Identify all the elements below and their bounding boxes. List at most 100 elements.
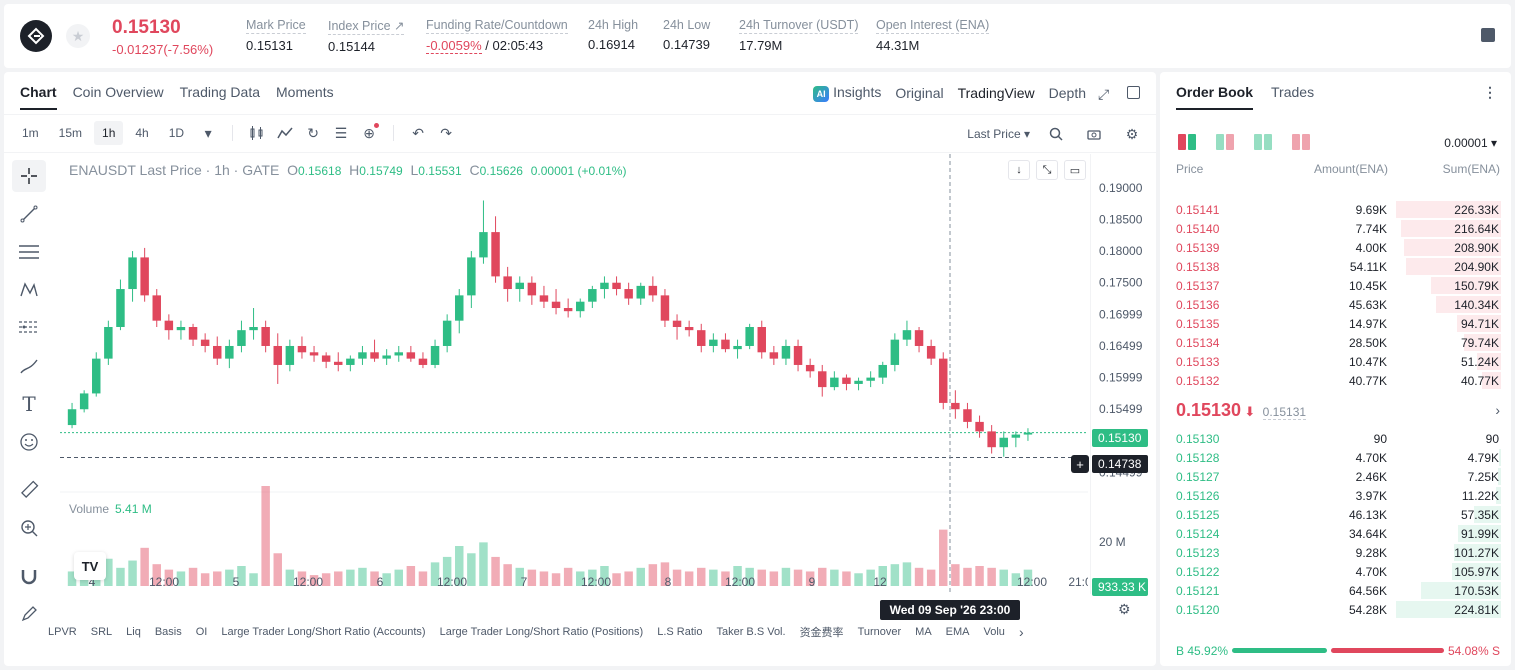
indicator-item[interactable]: Taker B.S Vol. (716, 626, 786, 638)
indicator-item[interactable]: OI (195, 626, 208, 638)
order-book-row[interactable]: 0.15124 34.64K 91.99K (1160, 524, 1511, 543)
indicator-item[interactable]: 资金费率 (799, 627, 844, 639)
order-book-row[interactable]: 0.15120 54.28K 224.81K (1160, 600, 1511, 619)
layout-both-icon[interactable] (1178, 134, 1196, 150)
zoom-tool-icon[interactable] (12, 512, 46, 544)
tab-moments[interactable]: Moments (276, 84, 334, 100)
order-book-row[interactable]: 0.15139 4.00K 208.90K (1160, 238, 1511, 257)
templates-icon[interactable]: ☰ (334, 124, 348, 141)
fib-tool-icon[interactable] (12, 312, 46, 344)
order-book-row[interactable]: 0.15135 14.97K 94.71K (1160, 314, 1511, 333)
timeframe-dropdown-icon[interactable]: ▾ (204, 124, 212, 141)
tab-trades[interactable]: Trades (1271, 84, 1315, 100)
order-book-row[interactable]: 0.15121 64.56K 170.53K (1160, 581, 1511, 600)
timeframe-15m[interactable]: 15m (58, 126, 83, 140)
indicator-item[interactable]: Turnover (857, 626, 902, 638)
indicator-item[interactable]: Basis (154, 626, 182, 638)
mid-price-row[interactable]: 0.15130 ⬇ 0.15131 › (1176, 400, 1500, 422)
order-book-row[interactable]: 0.15133 10.47K 51.24K (1160, 352, 1511, 371)
timeframe-4h[interactable]: 4h (135, 126, 149, 140)
expand-icon[interactable]: ⤢ (1098, 86, 1110, 102)
indicator-item[interactable]: Liq (126, 626, 141, 638)
order-book-row[interactable]: 0.15127 2.46K 7.25K (1160, 467, 1511, 486)
order-book-row[interactable]: 0.15130 90 90 (1160, 429, 1511, 448)
order-book-row[interactable]: 0.15134 28.50K 79.74K (1160, 333, 1511, 352)
order-book-row[interactable]: 0.15125 46.13K 57.35K (1160, 505, 1511, 524)
scroll-down-icon[interactable]: ↓ (1008, 160, 1030, 180)
order-book-row[interactable]: 0.15140 7.74K 216.64K (1160, 219, 1511, 238)
undo-icon[interactable]: ↶ (412, 124, 424, 141)
original-tab[interactable]: Original (895, 85, 944, 101)
candle-type-icon[interactable] (245, 121, 269, 145)
tab-trading-data[interactable]: Trading Data (179, 84, 261, 100)
axis-settings-icon[interactable]: ⚙ (1118, 601, 1131, 617)
horizontal-lines-tool-icon[interactable] (12, 236, 46, 268)
candle-body (430, 345, 440, 365)
pencil-tool-icon[interactable] (12, 598, 46, 630)
indicator-item[interactable]: EMA (945, 626, 970, 638)
favorite-star-icon[interactable]: ★ (66, 24, 90, 48)
tradingview-logo-icon[interactable]: TV (74, 552, 106, 580)
add-indicator-icon[interactable]: ⊕ (357, 121, 381, 145)
chevron-right-icon[interactable]: › (1018, 624, 1024, 640)
indicators-icon[interactable] (273, 121, 297, 145)
tradingview-tab[interactable]: TradingView (957, 85, 1035, 101)
ruler-tool-icon[interactable] (12, 474, 46, 506)
timeframe-1m[interactable]: 1m (22, 126, 39, 140)
volume-bar (563, 567, 573, 586)
timeframe-1h[interactable]: 1h (94, 121, 124, 145)
brush-tool-icon[interactable] (12, 350, 46, 382)
pattern-tool-icon[interactable] (12, 274, 46, 306)
tab-chart[interactable]: Chart (20, 84, 57, 110)
order-book-row[interactable]: 0.15132 40.77K 40.77K (1160, 371, 1511, 390)
more-options-icon[interactable]: ⋮ (1483, 84, 1497, 100)
candlestick-chart[interactable]: 4 12:00 5 12:00 6 12:00 7 12:00 8 12:00 9 12 12:00 21… (60, 154, 1088, 594)
price-axis[interactable]: 0.19000 0.18500 0.18000 0.17500 0.16999 0.164… (1090, 154, 1156, 594)
add-alert-icon[interactable]: + (1071, 455, 1089, 473)
order-book-row[interactable]: 0.15122 4.70K 105.97K (1160, 562, 1511, 581)
precision-select[interactable]: 0.00001 ▾ (1444, 136, 1497, 150)
tab-order-book[interactable]: Order Book (1176, 84, 1254, 110)
text-tool-icon[interactable]: T (22, 392, 36, 416)
volume-bar (237, 566, 246, 586)
insights-tab[interactable]: AI Insights (813, 84, 881, 102)
indicator-item[interactable]: L.S Ratio (657, 626, 703, 638)
timeframe-1d[interactable]: 1D (168, 126, 185, 140)
collapse-icon[interactable]: ⤡ (1036, 160, 1058, 180)
order-book-row[interactable]: 0.15128 4.70K 4.79K (1160, 448, 1511, 467)
order-book-row[interactable]: 0.15123 9.28K 101.27K (1160, 543, 1511, 562)
indicator-item[interactable]: Large Trader Long/Short Ratio (Accounts) (221, 626, 426, 638)
crosshair-tool-icon[interactable] (12, 160, 46, 192)
gear-icon[interactable]: ⚙ (1125, 125, 1139, 142)
indicator-item[interactable]: Volu (983, 626, 1005, 638)
funding-countdown: / 02:05:43 (481, 38, 544, 53)
indicator-item[interactable]: Large Trader Long/Short Ratio (Positions… (439, 626, 644, 638)
emoji-tool-icon[interactable] (12, 426, 46, 458)
indicator-item[interactable]: MA (915, 626, 932, 638)
search-icon[interactable] (1044, 122, 1068, 146)
order-book-row[interactable]: 0.15126 3.97K 11.22K (1160, 486, 1511, 505)
replay-icon[interactable]: ↻ (307, 124, 319, 141)
depth-tab[interactable]: Depth (1048, 85, 1086, 101)
layout-split-icon[interactable] (1216, 134, 1234, 150)
layout-bids-icon[interactable] (1254, 134, 1272, 150)
order-book-row[interactable]: 0.15141 9.69K 226.33K (1160, 200, 1511, 219)
index-price-label[interactable]: Index Price ↗ (328, 19, 405, 35)
magnet-tool-icon[interactable] (12, 560, 46, 592)
window-icon[interactable] (1127, 86, 1140, 99)
fullscreen-icon[interactable]: ▭ (1064, 160, 1086, 180)
tab-coin-overview[interactable]: Coin Overview (72, 84, 164, 100)
indicator-item[interactable]: LPVR (48, 626, 77, 638)
order-book-row[interactable]: 0.15138 54.11K 204.90K (1160, 257, 1511, 276)
chevron-right-icon[interactable]: › (1495, 402, 1500, 418)
document-icon[interactable] (1481, 28, 1495, 42)
index-price-stat[interactable]: Index Price ↗ 0.15144 (328, 18, 405, 54)
order-book-row[interactable]: 0.15136 45.63K 140.34K (1160, 295, 1511, 314)
order-book-row[interactable]: 0.15137 10.45K 150.79K (1160, 276, 1511, 295)
last-price-select[interactable]: Last Price ▾ (967, 127, 1030, 141)
indicator-item[interactable]: SRL (90, 626, 113, 638)
camera-icon[interactable] (1082, 122, 1106, 146)
redo-icon[interactable]: ↷ (440, 124, 452, 141)
layout-asks-icon[interactable] (1292, 134, 1310, 150)
trend-line-tool-icon[interactable] (12, 198, 46, 230)
